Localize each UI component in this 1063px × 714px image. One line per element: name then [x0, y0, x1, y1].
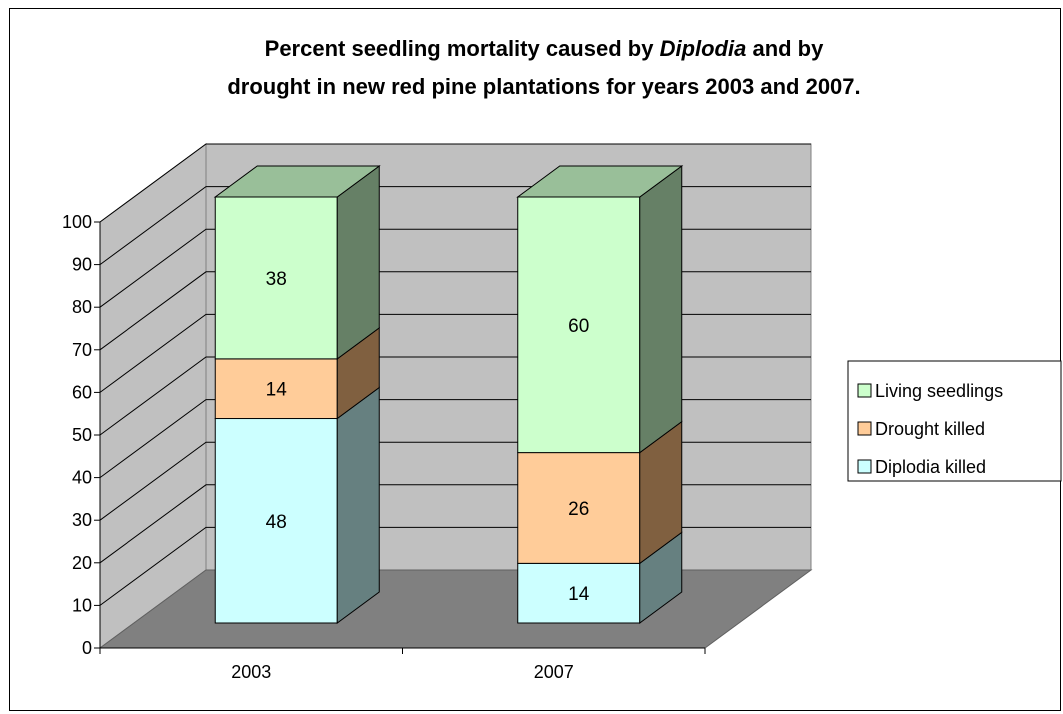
legend-swatch-living-seedlings: [857, 383, 872, 398]
chart-title-line-2: drought in new red pine plantations for …: [227, 74, 860, 99]
chart-title-part-1-2: and by: [746, 36, 824, 61]
data-label-2007-drought-killed: 26: [568, 499, 589, 520]
data-label-2007-living-seedlings: 60: [568, 316, 589, 337]
floor: [98, 569, 813, 649]
data-label-2003-diplodia-killed: 48: [266, 512, 287, 533]
legend-label-drought-killed: Drought killed: [875, 419, 985, 439]
data-label-2003-living-seedlings: 38: [266, 269, 287, 290]
legend-swatch-drought-killed: [857, 421, 872, 436]
y-tick-label-50: 50: [72, 425, 92, 445]
chart-bars: 48 14 38 14 26 60: [213, 165, 684, 624]
bar-2007-drought-killed-front: [517, 452, 641, 564]
x-tick-label-2003: 2003: [231, 662, 271, 682]
y-tick-label-80: 80: [72, 297, 92, 317]
x-tick-label-2007: 2007: [534, 662, 574, 682]
y-tick-label-60: 60: [72, 382, 92, 402]
bar-2003-living-seedlings-front: [214, 196, 338, 360]
y-tick-label-90: 90: [72, 255, 92, 275]
chart-title-part-1-1: Diplodia: [660, 36, 747, 61]
legend-swatch-diplodia-killed: [857, 459, 872, 474]
legend-label-living-seedlings: Living seedlings: [875, 381, 1003, 401]
data-label-2003-drought-killed: 14: [266, 380, 288, 401]
chart-legend: Living seedlings Drought killed Diplodia k…: [847, 360, 1062, 482]
chart-title-part-2-0: drought in new red pine plantations for …: [227, 74, 860, 99]
bar-2003-top: [213, 165, 381, 198]
y-tick-label-20: 20: [72, 553, 92, 573]
legend-box: [847, 360, 1062, 482]
bar-2007-living-seedlings-side: [639, 165, 683, 454]
y-tick-label-100: 100: [62, 212, 92, 232]
y-tick-label-40: 40: [72, 468, 92, 488]
y-tick-label-10: 10: [72, 595, 92, 615]
chart-title-part-1-0: Percent seedling mortality caused by: [265, 36, 660, 61]
bar-2003-diplodia-killed-front: [214, 418, 338, 624]
bar-2003-diplodia-killed-side: [336, 386, 380, 624]
y-tick-label-30: 30: [72, 510, 92, 530]
chart-title-line-1: Percent seedling mortality caused by Dip…: [265, 36, 824, 61]
y-tick-label-0: 0: [82, 638, 92, 658]
data-label-2007-diplodia-killed: 14: [568, 584, 590, 605]
legend-label-diplodia-killed: Diplodia killed: [875, 457, 986, 477]
chart-walls: [98, 143, 813, 649]
chart-axes: 0 10 20 30 40 50 60 70 80 90 100 2003 2007: [62, 212, 706, 682]
gridline-100: [99, 143, 811, 223]
bar-2003-living-seedlings-side: [336, 165, 380, 360]
bar-2007-living-seedlings-front: [517, 196, 641, 454]
y-tick-label-70: 70: [72, 340, 92, 360]
bar-2007-top: [516, 165, 684, 198]
